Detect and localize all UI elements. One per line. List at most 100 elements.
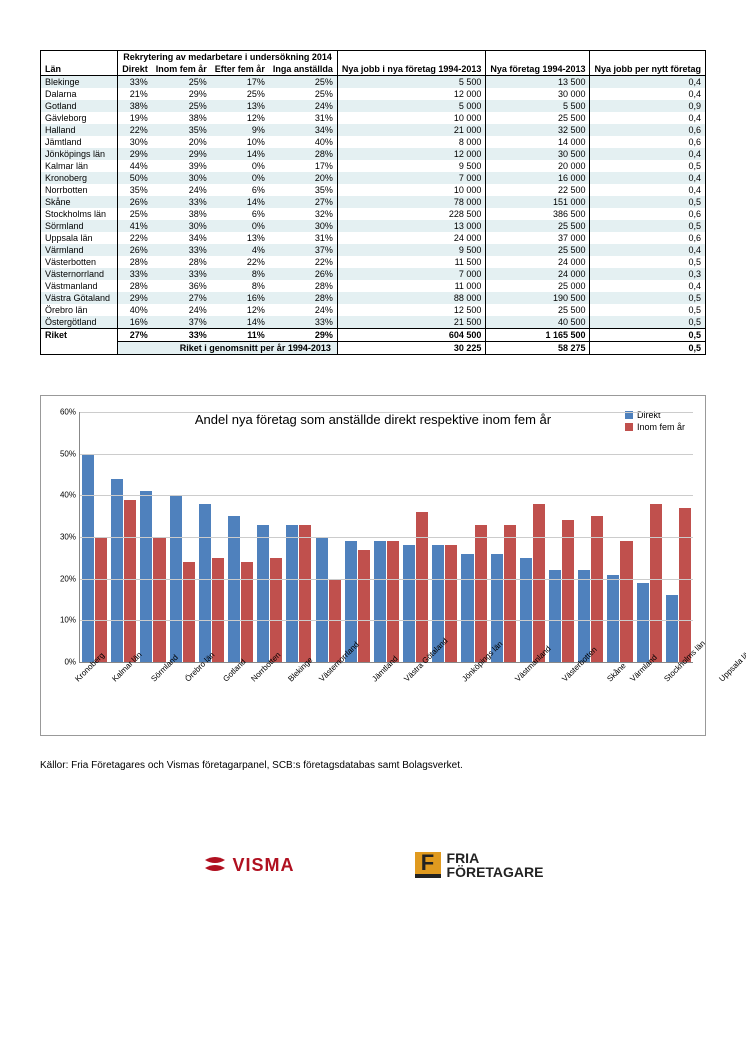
cell-lan: Västerbotten: [41, 256, 118, 268]
cell-inga: 20%: [269, 172, 338, 184]
cell-pernytt: 0,6: [590, 124, 706, 136]
bar-inom: [620, 541, 632, 662]
cell-direkt: 19%: [118, 112, 152, 124]
group-header-recruitment: Rekrytering av medarbetare i undersöknin…: [118, 51, 338, 64]
cell-inga: 34%: [269, 124, 338, 136]
cell-pernytt: 0,4: [590, 88, 706, 100]
cell-nyaforetag: 37 000: [486, 232, 590, 244]
cell-nyaforetag: 22 500: [486, 184, 590, 196]
cell-inga: 30%: [269, 220, 338, 232]
table-row: Blekinge33%25%17%25%5 50013 5000,4: [41, 76, 706, 89]
cell-direkt: 50%: [118, 172, 152, 184]
cell-pernytt: 0,4: [590, 184, 706, 196]
cell-pernytt: 0,6: [590, 208, 706, 220]
cell-nyajobb: 11 000: [337, 280, 486, 292]
cell-nyaforetag: 5 500: [486, 100, 590, 112]
cell-nyajobb: 21 000: [337, 124, 486, 136]
cell-inga: 28%: [269, 280, 338, 292]
fria-logo: F FRIA FÖRETAGARE: [415, 851, 544, 879]
cell-nyaforetag: 16 000: [486, 172, 590, 184]
cell-lan: Västra Götaland: [41, 292, 118, 304]
cell-efter: 14%: [211, 148, 269, 160]
cell-inga: 28%: [269, 292, 338, 304]
bar-direkt: [403, 545, 415, 662]
source-text: Källor: Fria Företagares och Vismas före…: [40, 760, 706, 771]
bar-direkt: [607, 575, 619, 663]
cell-nyaforetag: 32 500: [486, 124, 590, 136]
avg-foretag: 58 275: [486, 342, 590, 355]
cell-inom: 29%: [152, 148, 211, 160]
cell-direkt: 22%: [118, 232, 152, 244]
visma-icon: [203, 856, 227, 874]
cell-nyaforetag: 30 000: [486, 88, 590, 100]
col-pernytt: Nya jobb per nytt företag: [590, 51, 706, 76]
cell-lan: Jämtland: [41, 136, 118, 148]
cell-inom: 33%: [152, 244, 211, 256]
bar-direkt: [461, 554, 473, 662]
table-row: Gävleborg19%38%12%31%10 00025 5000,4: [41, 112, 706, 124]
cell-inom: 36%: [152, 280, 211, 292]
cell-inga: 22%: [269, 256, 338, 268]
bar-direkt: [199, 504, 211, 662]
cell-nyajobb: 5 000: [337, 100, 486, 112]
gridline: [80, 537, 693, 538]
bar-inom: [475, 525, 487, 663]
cell-efter: 14%: [211, 316, 269, 329]
bar-inom: [299, 525, 311, 663]
cell-inom: 24%: [152, 304, 211, 316]
bar-inom: [591, 516, 603, 662]
cell-direkt: 33%: [118, 76, 152, 89]
cell-nyajobb: 21 500: [337, 316, 486, 329]
gridline: [80, 412, 693, 413]
cell-efter: 14%: [211, 196, 269, 208]
cell-pernytt: 0,5: [590, 304, 706, 316]
cell-nyajobb: 88 000: [337, 292, 486, 304]
cell-nyajobb: 10 000: [337, 112, 486, 124]
table-row: Sörmland41%30%0%30%13 00025 5000,5: [41, 220, 706, 232]
bar-direkt: [286, 525, 298, 663]
cell-inga: 25%: [269, 76, 338, 89]
cell-nyaforetag: 190 500: [486, 292, 590, 304]
cell-lan: Örebro län: [41, 304, 118, 316]
gridline: [80, 454, 693, 455]
cell-pernytt: 0,3: [590, 268, 706, 280]
cell-efter: 12%: [211, 304, 269, 316]
cell-efter: 9%: [211, 124, 269, 136]
table-row: Jönköpings län29%29%14%28%12 00030 5000,…: [41, 148, 706, 160]
cell-inom: 25%: [152, 76, 211, 89]
chart-plot-area: 0%10%20%30%40%50%60%: [79, 412, 693, 663]
cell-nyaforetag: 24 000: [486, 268, 590, 280]
table-row: Östergötland16%37%14%33%21 50040 5000,5: [41, 316, 706, 329]
cell-pernytt: 0,6: [590, 136, 706, 148]
cell-nyajobb: 8 000: [337, 136, 486, 148]
cell-inga: 17%: [269, 160, 338, 172]
cell-efter: 17%: [211, 76, 269, 89]
cell-nyajobb: 12 000: [337, 148, 486, 160]
cell-direkt: 29%: [118, 292, 152, 304]
cell-efter: 22%: [211, 256, 269, 268]
bar-inom: [153, 537, 165, 662]
cell-direkt: 21%: [118, 88, 152, 100]
fria-line2: FÖRETAGARE: [447, 865, 544, 879]
cell-pernytt: 0,5: [590, 220, 706, 232]
bar-direkt: [228, 516, 240, 662]
cell-nyajobb: 7 000: [337, 172, 486, 184]
riket-label: Riket: [41, 329, 118, 342]
cell-pernytt: 0,5: [590, 316, 706, 329]
cell-inga: 32%: [269, 208, 338, 220]
cell-direkt: 26%: [118, 196, 152, 208]
fria-f-icon: F: [415, 852, 441, 878]
cell-inom: 28%: [152, 256, 211, 268]
cell-efter: 0%: [211, 220, 269, 232]
col-efter: Efter fem år: [211, 63, 269, 76]
cell-inga: 26%: [269, 268, 338, 280]
y-tick-label: 30%: [52, 533, 76, 542]
cell-lan: Gävleborg: [41, 112, 118, 124]
cell-inga: 35%: [269, 184, 338, 196]
bar-direkt: [666, 595, 678, 662]
cell-nyajobb: 11 500: [337, 256, 486, 268]
table-row: Dalarna21%29%25%25%12 00030 0000,4: [41, 88, 706, 100]
cell-inga: 24%: [269, 100, 338, 112]
cell-pernytt: 0,4: [590, 172, 706, 184]
cell-inga: 27%: [269, 196, 338, 208]
